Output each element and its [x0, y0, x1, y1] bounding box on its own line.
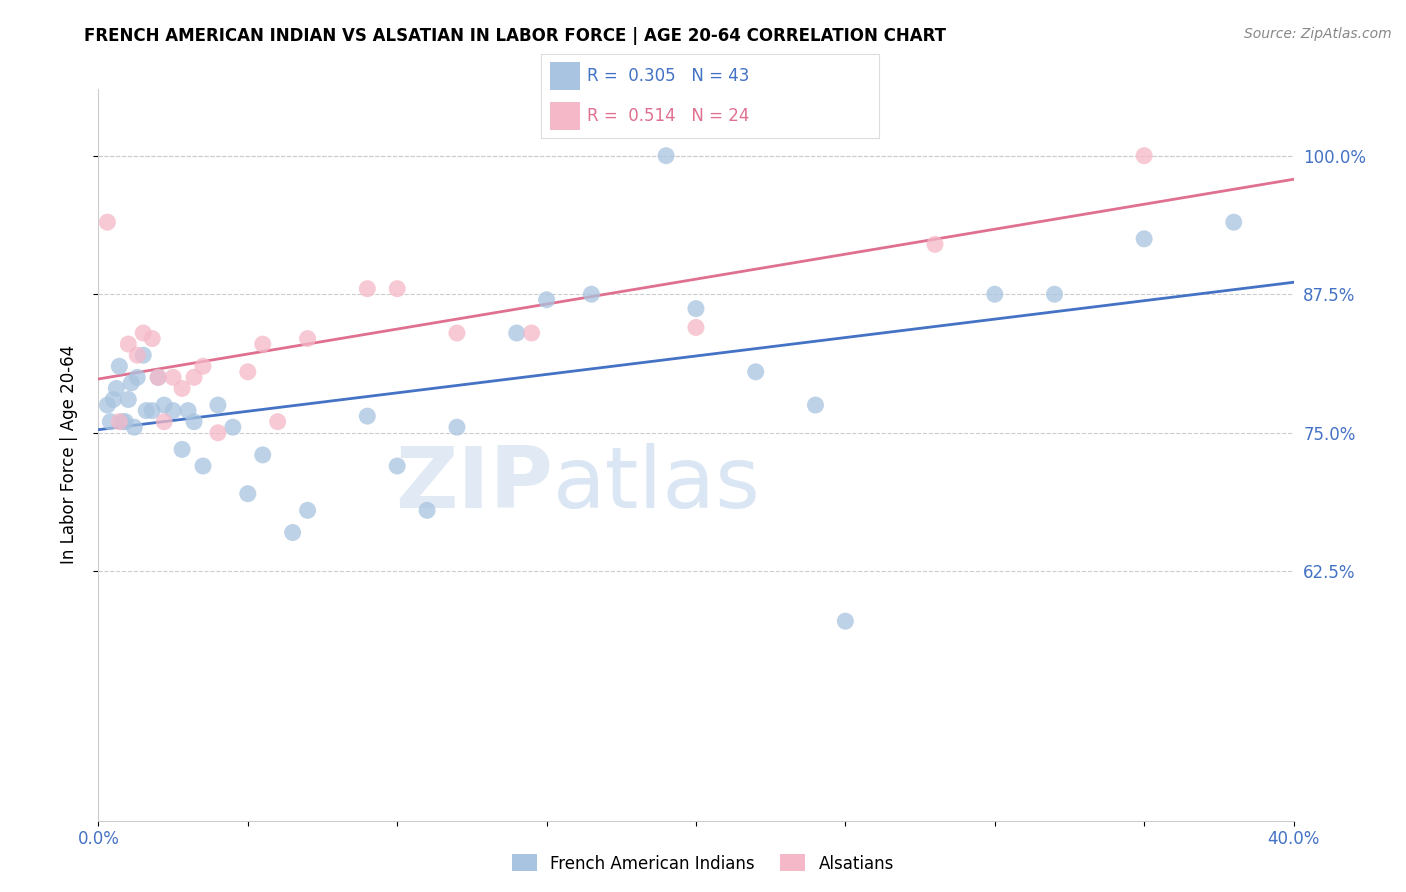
Point: [685, 320, 707, 334]
Point: [252, 337, 274, 351]
Point: [520, 326, 543, 340]
Point: [103, 392, 125, 407]
Point: [172, 442, 194, 457]
Point: [207, 398, 229, 412]
Point: [132, 326, 155, 340]
Point: [804, 398, 827, 412]
Point: [446, 420, 468, 434]
Point: [127, 370, 149, 384]
Point: [132, 348, 155, 362]
Point: [385, 282, 409, 296]
Point: [124, 420, 146, 434]
Point: [162, 403, 184, 417]
Point: [141, 332, 163, 346]
Point: [96, 398, 118, 412]
Point: [148, 370, 170, 384]
Point: [745, 365, 768, 379]
Text: R =  0.305   N = 43: R = 0.305 N = 43: [586, 67, 749, 85]
Legend: French American Indians, Alsatians: French American Indians, Alsatians: [506, 847, 900, 880]
Text: Source: ZipAtlas.com: Source: ZipAtlas.com: [1244, 27, 1392, 41]
Bar: [550, 102, 581, 130]
Point: [108, 359, 131, 374]
Point: [1133, 232, 1156, 246]
Point: [105, 381, 128, 395]
Text: FRENCH AMERICAN INDIAN VS ALSATIAN IN LABOR FORCE | AGE 20-64 CORRELATION CHART: FRENCH AMERICAN INDIAN VS ALSATIAN IN LA…: [84, 27, 946, 45]
Point: [120, 376, 142, 390]
Point: [536, 293, 558, 307]
Point: [984, 287, 1007, 301]
Point: [267, 415, 290, 429]
Point: [141, 403, 163, 417]
Point: [177, 403, 200, 417]
Point: [222, 420, 245, 434]
Point: [356, 409, 378, 424]
Point: [114, 415, 136, 429]
Text: ZIP: ZIP: [395, 442, 553, 525]
Point: [183, 370, 205, 384]
Point: [127, 348, 149, 362]
Point: [281, 525, 304, 540]
Point: [183, 415, 205, 429]
Point: [655, 149, 678, 163]
Point: [236, 365, 259, 379]
Point: [117, 392, 139, 407]
Bar: [550, 62, 581, 90]
Point: [252, 448, 274, 462]
Text: atlas: atlas: [553, 442, 761, 525]
Point: [834, 614, 856, 628]
Point: [207, 425, 229, 440]
Point: [356, 282, 378, 296]
Point: [172, 381, 194, 395]
Point: [108, 415, 131, 429]
Point: [446, 326, 468, 340]
Point: [117, 337, 139, 351]
Point: [416, 503, 439, 517]
Point: [153, 415, 176, 429]
Point: [1223, 215, 1246, 229]
Point: [135, 403, 157, 417]
Y-axis label: In Labor Force | Age 20-64: In Labor Force | Age 20-64: [59, 345, 77, 565]
Point: [685, 301, 707, 316]
Point: [1133, 149, 1156, 163]
Point: [297, 332, 319, 346]
Point: [506, 326, 529, 340]
Point: [924, 237, 946, 252]
Point: [96, 215, 118, 229]
Point: [162, 370, 184, 384]
Point: [153, 398, 176, 412]
Point: [385, 458, 409, 473]
Point: [148, 370, 170, 384]
Text: R =  0.514   N = 24: R = 0.514 N = 24: [586, 107, 749, 125]
Point: [191, 359, 214, 374]
Point: [581, 287, 603, 301]
Point: [191, 458, 214, 473]
Point: [1043, 287, 1066, 301]
Point: [98, 415, 122, 429]
Point: [236, 486, 259, 500]
Point: [297, 503, 319, 517]
Point: [111, 415, 134, 429]
